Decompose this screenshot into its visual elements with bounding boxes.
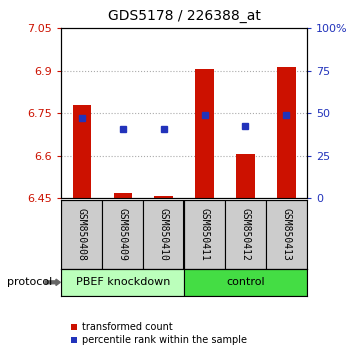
Bar bbox=[266, 200, 307, 269]
Text: control: control bbox=[226, 277, 265, 287]
Text: GSM850413: GSM850413 bbox=[281, 208, 291, 261]
Bar bbox=[236, 154, 255, 198]
Text: PBEF knockdown: PBEF knockdown bbox=[75, 277, 170, 287]
Text: GSM850410: GSM850410 bbox=[158, 208, 169, 261]
Bar bbox=[113, 193, 132, 198]
Text: GSM850409: GSM850409 bbox=[118, 208, 128, 261]
Bar bbox=[277, 67, 296, 198]
Bar bbox=[61, 200, 102, 269]
Bar bbox=[195, 69, 214, 198]
Text: protocol: protocol bbox=[7, 277, 52, 287]
Bar bbox=[61, 269, 184, 296]
Text: GSM850412: GSM850412 bbox=[240, 208, 251, 261]
Text: GSM850411: GSM850411 bbox=[200, 208, 210, 261]
Bar bbox=[225, 200, 266, 269]
Bar bbox=[73, 105, 91, 198]
Bar bbox=[155, 196, 173, 198]
Bar bbox=[184, 269, 307, 296]
Bar bbox=[143, 200, 184, 269]
Text: GSM850408: GSM850408 bbox=[77, 208, 87, 261]
Bar bbox=[102, 200, 143, 269]
Bar bbox=[184, 200, 225, 269]
Text: GDS5178 / 226388_at: GDS5178 / 226388_at bbox=[108, 9, 261, 23]
Legend: transformed count, percentile rank within the sample: transformed count, percentile rank withi… bbox=[66, 319, 251, 349]
